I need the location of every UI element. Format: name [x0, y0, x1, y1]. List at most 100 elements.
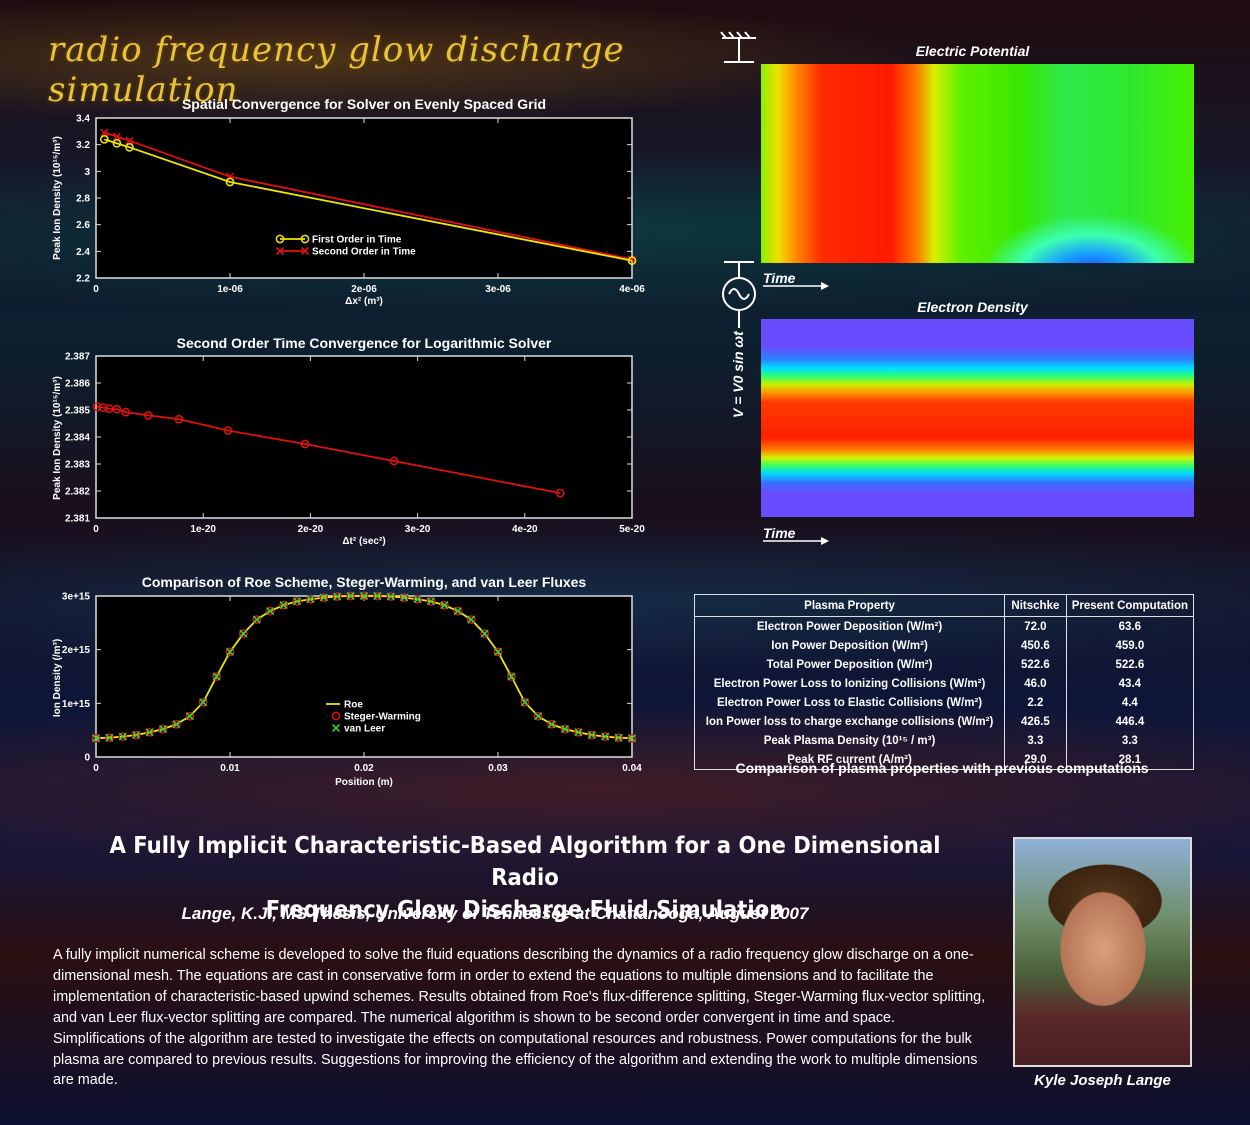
data-point [400, 593, 409, 602]
data-point-stroke [440, 601, 449, 610]
flux-comparison-chart: Comparison of Roe Scheme, Steger-Warming… [52, 574, 642, 788]
y-tick-label: 2.383 [65, 460, 90, 471]
x-tick-label: 2e-06 [351, 284, 377, 295]
y-tick-label: 2.386 [65, 379, 90, 390]
data-point [359, 591, 369, 601]
data-point-stroke [507, 672, 516, 681]
data-point [239, 629, 248, 638]
electron-density-title: Electron Density [917, 299, 1028, 315]
time-arrow-1 [763, 282, 829, 290]
data-point [300, 234, 310, 244]
data-point [547, 720, 556, 729]
data-point [112, 138, 122, 148]
data-point [212, 672, 221, 681]
data-point-stroke [292, 597, 302, 606]
chart-title: Second Order Time Convergence for Logari… [177, 335, 552, 351]
data-point [453, 606, 463, 616]
x-tick-label: 0.03 [488, 763, 508, 774]
data-point-stroke [300, 246, 310, 256]
data-point-stroke [212, 672, 221, 681]
data-point [306, 594, 315, 604]
x-tick-label: 3e-06 [485, 284, 511, 295]
table-cell: 446.4 [1065, 712, 1195, 731]
data-point [174, 414, 184, 424]
data-point-stroke [331, 723, 341, 733]
x-axis-label: Δt² (sec²) [342, 536, 385, 547]
data-point-stroke [105, 733, 114, 742]
data-point [627, 256, 637, 266]
x-tick-label: 2e-20 [298, 524, 324, 535]
data-point [118, 732, 128, 741]
data-point [145, 728, 154, 737]
time-label-2: Time [763, 525, 796, 541]
data-point [466, 615, 476, 624]
electric-potential-map [761, 64, 1194, 263]
data-point-stroke [614, 733, 623, 742]
y-tick-label: 3.4 [76, 114, 90, 125]
data-point [125, 142, 134, 152]
data-point [373, 591, 382, 601]
table-row: Total Power Deposition (W/m²) 522.6 522.6 [693, 655, 1195, 674]
data-point [91, 734, 101, 743]
electric-potential-title: Electric Potential [915, 43, 1030, 59]
y-tick-label: 2e+15 [62, 645, 91, 656]
legend-label: Second Order in Time [312, 247, 416, 258]
data-point [389, 456, 399, 466]
data-point [306, 595, 315, 604]
data-point [225, 647, 235, 657]
plot-frame [95, 117, 633, 279]
data-point-stroke [145, 728, 154, 737]
table-cell: 3.3 [1004, 731, 1067, 750]
data-point [225, 177, 235, 187]
data-point [158, 725, 168, 734]
table-header: Present Computation [1065, 594, 1195, 617]
data-point [560, 725, 570, 734]
ground-icon [720, 31, 756, 63]
table-row: Peak Plasma Density (10¹⁵ / m³) 3.3 3.3 [693, 731, 1195, 750]
data-point-stroke [172, 720, 181, 729]
y-tick-label: 2.382 [65, 487, 90, 498]
data-point [185, 711, 195, 721]
y-axis-label: Peak Ion Density (10¹⁵/m³) [52, 376, 63, 500]
data-point-stroke [252, 615, 261, 624]
y-tick-label: 1e+15 [62, 699, 91, 710]
data-point [601, 732, 610, 741]
data-point [480, 629, 489, 638]
data-point [346, 591, 355, 601]
data-point [520, 698, 529, 707]
x-tick-label: 4e-06 [619, 284, 645, 295]
time-convergence-chart: Second Order Time Convergence for Logari… [52, 335, 645, 547]
data-point-stroke [426, 597, 436, 606]
data-point [587, 730, 596, 740]
data-point [614, 733, 623, 743]
data-point [98, 403, 108, 412]
table-cell: Ion Power Deposition (W/m²) [693, 636, 1006, 655]
y-tick-label: 3 [84, 167, 90, 178]
data-point-stroke [547, 720, 556, 729]
data-point-stroke [266, 606, 275, 616]
data-point-stroke [413, 595, 422, 604]
data-point [507, 672, 516, 681]
table-caption: Comparison of plasma properties with pre… [735, 760, 1149, 776]
data-point [118, 732, 127, 741]
table-cell: Electron Power Loss to Elastic Collision… [693, 693, 1006, 712]
y-tick-label: 2.384 [65, 433, 90, 444]
table-cell: Total Power Deposition (W/m²) [693, 655, 1006, 674]
data-point [331, 723, 341, 733]
thesis-title: A Fully Implicit Characteristic-Based Al… [97, 830, 953, 926]
data-point [121, 407, 131, 417]
data-point [131, 730, 141, 740]
data-point-stroke [346, 591, 355, 601]
table-cell: 46.0 [1004, 674, 1067, 693]
plasma-properties-table-wrap: Plasma Property Nitschke Present Computa… [693, 594, 1195, 770]
series-line [104, 138, 633, 262]
data-point [480, 629, 489, 638]
data-point-stroke [601, 732, 610, 741]
data-point [399, 593, 409, 602]
byline: Lange, K.J., MS Thesis, University of Te… [181, 904, 809, 923]
data-point [239, 629, 248, 638]
data-point-stroke [359, 591, 369, 601]
data-point [275, 246, 285, 256]
data-point [627, 734, 637, 743]
x-tick-label: 0.04 [622, 763, 642, 774]
